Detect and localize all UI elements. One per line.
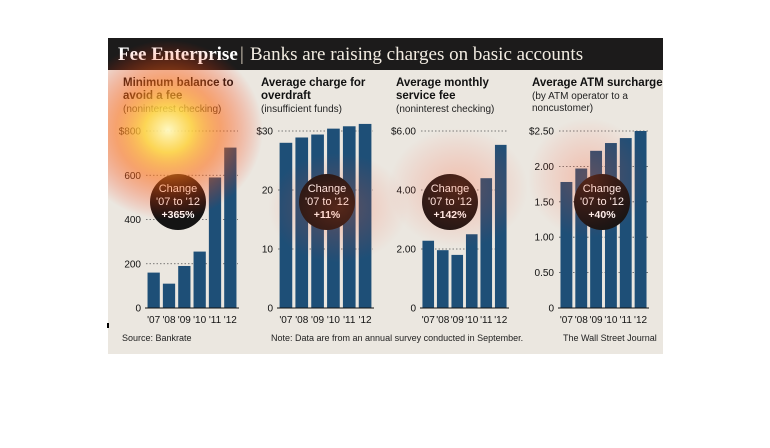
x-tick-label: '08 (575, 315, 588, 326)
chart-title-line: service fee (396, 90, 455, 102)
x-tick-label: '10 (327, 315, 340, 326)
y-tick-label: 10 (262, 245, 274, 256)
bar (465, 234, 478, 308)
x-tick-label: '09 (311, 315, 324, 326)
x-tick-label: '08 (436, 315, 449, 326)
survey-note: Note: Data are from an annual survey con… (271, 333, 524, 343)
y-tick-label: 0 (267, 304, 273, 315)
y-tick-label: 2.00 (397, 245, 417, 256)
y-tick-label: 0 (410, 304, 416, 315)
chart-subtitle-line: noncustomer) (532, 103, 593, 114)
y-tick-label: 1.50 (535, 197, 555, 208)
y-tick-label: 0 (135, 304, 141, 315)
y-tick-label: 0.50 (535, 268, 555, 279)
x-tick-label: '10 (604, 315, 617, 326)
publisher-credit: The Wall Street Journal (563, 333, 657, 343)
bar (193, 251, 206, 308)
x-tick-label: '12 (224, 315, 237, 326)
x-tick-label: '07 (422, 315, 435, 326)
bar (422, 240, 435, 308)
y-tick-label: 1.00 (535, 233, 555, 244)
chart-title-line: Average ATM surcharge (532, 77, 663, 89)
chart-subtitle-line: (by ATM operator to a (532, 91, 628, 102)
change-badge-text: Change (308, 183, 347, 195)
x-tick-label: '11 (209, 315, 222, 326)
y-tick-label: 4.00 (397, 186, 417, 197)
bar (178, 265, 191, 308)
chart-title-line: avoid a fee (123, 90, 182, 102)
x-tick-label: '11 (343, 315, 356, 326)
y-tick-label: 600 (124, 171, 141, 182)
bar (575, 168, 588, 308)
bar (634, 131, 647, 308)
bar (162, 283, 176, 308)
x-tick-label: '11 (620, 315, 633, 326)
bar (436, 250, 449, 308)
chart-subtitle-line: (insufficient funds) (261, 104, 342, 115)
y-tick-label: $30 (256, 127, 273, 138)
bar (295, 137, 309, 308)
x-tick-label: '12 (359, 315, 372, 326)
y-tick-label: $6.00 (391, 127, 416, 138)
bar (619, 138, 632, 308)
x-tick-label: '07 (279, 315, 292, 326)
x-tick-label: '10 (193, 315, 206, 326)
change-badge-text: +40% (588, 209, 616, 221)
y-tick-label: 200 (124, 259, 141, 270)
bar (279, 142, 293, 308)
change-badge-text: Change (431, 183, 470, 195)
change-badge-text: +142% (434, 209, 468, 221)
chart-subtitle-line: (noninterest checking) (123, 104, 221, 115)
chart-title-line: Average monthly (396, 77, 489, 89)
change-badge-text: '07 to '12 (580, 196, 624, 208)
x-tick-label: '09 (178, 315, 191, 326)
chart-title-line: Average charge for (261, 77, 366, 89)
change-badge-text: Change (583, 183, 622, 195)
y-tick-label: 2.00 (535, 162, 555, 173)
x-tick-label: '09 (451, 315, 464, 326)
change-badge-text: '07 to '12 (428, 196, 472, 208)
change-badge-text: '07 to '12 (156, 196, 200, 208)
y-tick-label: $800 (119, 127, 142, 138)
y-tick-label: 0 (548, 304, 554, 315)
x-tick-label: '10 (465, 315, 478, 326)
x-tick-label: '12 (494, 315, 507, 326)
edge-tick (107, 323, 109, 328)
chart-title-line: overdraft (261, 90, 311, 102)
source-note: Source: Bankrate (122, 333, 192, 343)
y-tick-label: 20 (262, 186, 274, 197)
change-badge-text: '07 to '12 (305, 196, 349, 208)
bar (358, 123, 372, 308)
change-badge-text: +365% (162, 209, 196, 221)
bar (560, 181, 573, 308)
x-tick-label: '08 (295, 315, 308, 326)
x-tick-label: '08 (162, 315, 175, 326)
bar (451, 254, 464, 308)
bar (494, 144, 507, 308)
title-subtitle: Banks are raising charges on basic accou… (250, 44, 584, 65)
bar (147, 272, 160, 308)
x-tick-label: '07 (147, 315, 160, 326)
x-tick-label: '12 (634, 315, 647, 326)
bar (208, 177, 222, 308)
x-tick-label: '11 (480, 315, 493, 326)
change-badge-text: Change (159, 183, 198, 195)
infographic: Fee Enterprise | Banks are raising charg… (108, 38, 663, 354)
bar (480, 178, 493, 308)
x-tick-label: '09 (590, 315, 603, 326)
change-badge-text: +11% (314, 209, 341, 221)
bar (224, 147, 237, 308)
y-tick-label: $2.50 (529, 127, 554, 138)
chart-title-line: Minimum balance to (123, 77, 234, 89)
y-tick-label: 400 (124, 215, 141, 226)
x-tick-label: '07 (560, 315, 573, 326)
chart-subtitle-line: (noninterest checking) (396, 104, 494, 115)
